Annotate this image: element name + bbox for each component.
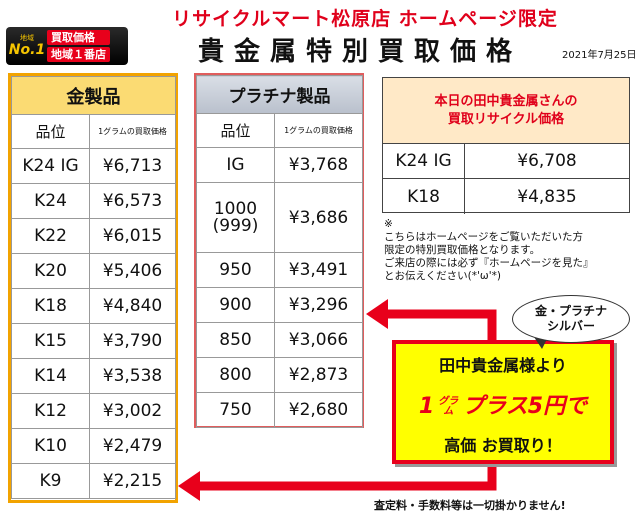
gold-row: K12 ¥3,002 — [11, 393, 176, 429]
gold-row: K15 ¥3,790 — [11, 323, 176, 359]
gold-row: K20 ¥5,406 — [11, 253, 176, 289]
gold-price: ¥2,479 — [89, 428, 176, 464]
platinum-row: 900 ¥3,296 — [196, 287, 363, 323]
platinum-price: ¥2,873 — [274, 357, 363, 393]
platinum-row: 800 ¥2,873 — [196, 357, 363, 393]
gold-price: ¥4,840 — [89, 288, 176, 324]
gold-price: ¥2,215 — [89, 463, 176, 499]
promo-line-1: 田中貴金属様より — [439, 356, 567, 375]
gold-row: K10 ¥2,479 — [11, 428, 176, 464]
gold-row: K24 ¥6,573 — [11, 183, 176, 219]
gold-grade: K24 — [11, 183, 90, 219]
gold-grade: K24 IG — [11, 148, 90, 184]
badge-line-1: 買取価格 — [47, 30, 110, 45]
platinum-grade: 1000 (999) — [196, 182, 275, 253]
gold-row: K22 ¥6,015 — [11, 218, 176, 254]
platinum-grade: 950 — [196, 252, 275, 288]
platinum-row: IG ¥3,768 — [196, 147, 363, 183]
promo-num: 1 — [418, 394, 435, 419]
tanaka-price: ¥4,835 — [517, 186, 577, 207]
platinum-price-table: プラチナ製品 品位 1グラムの買取価格 IG ¥3,768 1000 (999) ¥3… — [196, 75, 363, 428]
note-line: 限定の特別買取価格となります。 — [384, 244, 541, 256]
platinum-price: ¥3,066 — [274, 322, 363, 358]
bubble-line-1: 金・プラチナ — [534, 304, 607, 318]
homepage-limited-note: ※ こちらはホームページをご覧いただいた方 限定の特別買取価格となります。 ご来… — [384, 218, 634, 283]
tanaka-grade: K18 — [383, 179, 465, 214]
tanaka-price: ¥6,708 — [517, 151, 577, 171]
tanaka-grade: K24 IG — [383, 144, 465, 178]
gold-price: ¥6,713 — [89, 148, 176, 184]
price-date: 2021年7月25日 — [562, 50, 637, 61]
platinum-grade: 750 — [196, 392, 275, 428]
gold-price: ¥3,790 — [89, 323, 176, 359]
gold-price: ¥5,406 — [89, 253, 176, 289]
gold-grade: K20 — [11, 253, 90, 289]
gold-price: ¥3,002 — [89, 393, 176, 429]
promo-line-2: 1 グラムプラス5円で — [396, 388, 610, 420]
platinum-grade: 900 — [196, 287, 275, 323]
platinum-row: 850 ¥3,066 — [196, 322, 363, 358]
gold-grade: K15 — [11, 323, 90, 359]
platinum-row: 1000 (999) ¥3,686 — [196, 182, 363, 253]
platinum-table-heading: プラチナ製品 — [196, 75, 363, 114]
tanaka-heading: 本日の田中貴金属さんの 買取リサイクル価格 — [383, 78, 629, 144]
promo-line-3: 高価 お買取り！ — [444, 436, 562, 455]
platinum-row: 950 ¥3,491 — [196, 252, 363, 288]
gold-row: K18 ¥4,840 — [11, 288, 176, 324]
tanaka-reference-box: 本日の田中貴金属さんの 買取リサイクル価格 K24 IG ¥6,708 K18 … — [382, 77, 630, 214]
platinum-grade: 850 — [196, 322, 275, 358]
note-mark: ※ — [384, 218, 393, 230]
promo-rest: プラス5円で — [462, 394, 588, 419]
gold-row: K24 IG ¥6,713 — [11, 148, 176, 184]
gold-price: ¥6,015 — [89, 218, 176, 254]
platinum-price: ¥2,680 — [274, 392, 363, 428]
gold-price: ¥6,573 — [89, 183, 176, 219]
gold-col-price: 1グラムの買取価格 — [89, 114, 176, 149]
arrow-to-900-icon — [366, 299, 497, 340]
tanaka-row: K18 ¥4,835 — [383, 179, 629, 214]
gold-col-grade: 品位 — [11, 114, 90, 149]
note-line: とお伝えください(*'ω'*) — [384, 270, 501, 282]
gold-grade: K14 — [11, 358, 90, 394]
platinum-price: ¥3,686 — [274, 182, 363, 253]
plus-5-yen-promo: 田中貴金属様より 1 グラムプラス5円で 高価 お買取り！ — [392, 340, 614, 464]
note-line: ご来店の際には必ず『ホームページを見た』 — [384, 257, 594, 269]
badge-no1: No.1 — [8, 42, 46, 58]
gold-price: ¥3,538 — [89, 358, 176, 394]
tanaka-row: K24 IG ¥6,708 — [383, 144, 629, 179]
page-title: 貴金属特別買取価格 — [197, 37, 522, 67]
platinum-price: ¥3,768 — [274, 147, 363, 183]
region-no1-badge: 地域 No.1 買取価格 地域１番店 — [6, 27, 128, 65]
store-limited-title: リサイクルマート松原店 ホームページ限定 — [172, 8, 558, 30]
no-fees-footer: 査定料・手数料等は一切掛かりません! — [374, 499, 566, 512]
gold-grade: K12 — [11, 393, 90, 429]
metals-speech-bubble: 金・プラチナ シルバー — [512, 295, 630, 343]
gold-price-table: 金製品 品位 1グラムの買取価格 K24 IG ¥6,713 K24 ¥6,573 K2… — [11, 76, 176, 499]
platinum-row: 750 ¥2,680 — [196, 392, 363, 428]
gold-grade: K22 — [11, 218, 90, 254]
tanaka-heading-line-1: 本日の田中貴金属さんの — [434, 93, 578, 109]
platinum-col-grade: 品位 — [196, 113, 275, 148]
promo-unit-top: グラ — [438, 396, 459, 407]
gold-grade: K18 — [11, 288, 90, 324]
platinum-col-price: 1グラムの買取価格 — [274, 113, 363, 148]
gold-row: K9 ¥2,215 — [11, 463, 176, 499]
gold-grade: K10 — [11, 428, 90, 464]
gold-row: K14 ¥3,538 — [11, 358, 176, 394]
arrow-to-k9-icon — [178, 462, 497, 501]
bubble-line-2: シルバー — [546, 319, 595, 333]
platinum-price: ¥3,296 — [274, 287, 363, 323]
badge-line-2: 地域１番店 — [47, 47, 110, 62]
note-line: こちらはホームページをご覧いただいた方 — [384, 231, 583, 243]
gold-grade: K9 — [11, 463, 90, 499]
badge-region-small: 地域 — [20, 34, 34, 42]
platinum-grade: IG — [196, 147, 275, 183]
platinum-price: ¥3,491 — [274, 252, 363, 288]
gold-table-heading: 金製品 — [11, 76, 176, 115]
tanaka-heading-line-2: 買取リサイクル価格 — [447, 111, 565, 127]
platinum-grade: 800 — [196, 357, 275, 393]
promo-unit-bottom: ム — [443, 406, 454, 417]
